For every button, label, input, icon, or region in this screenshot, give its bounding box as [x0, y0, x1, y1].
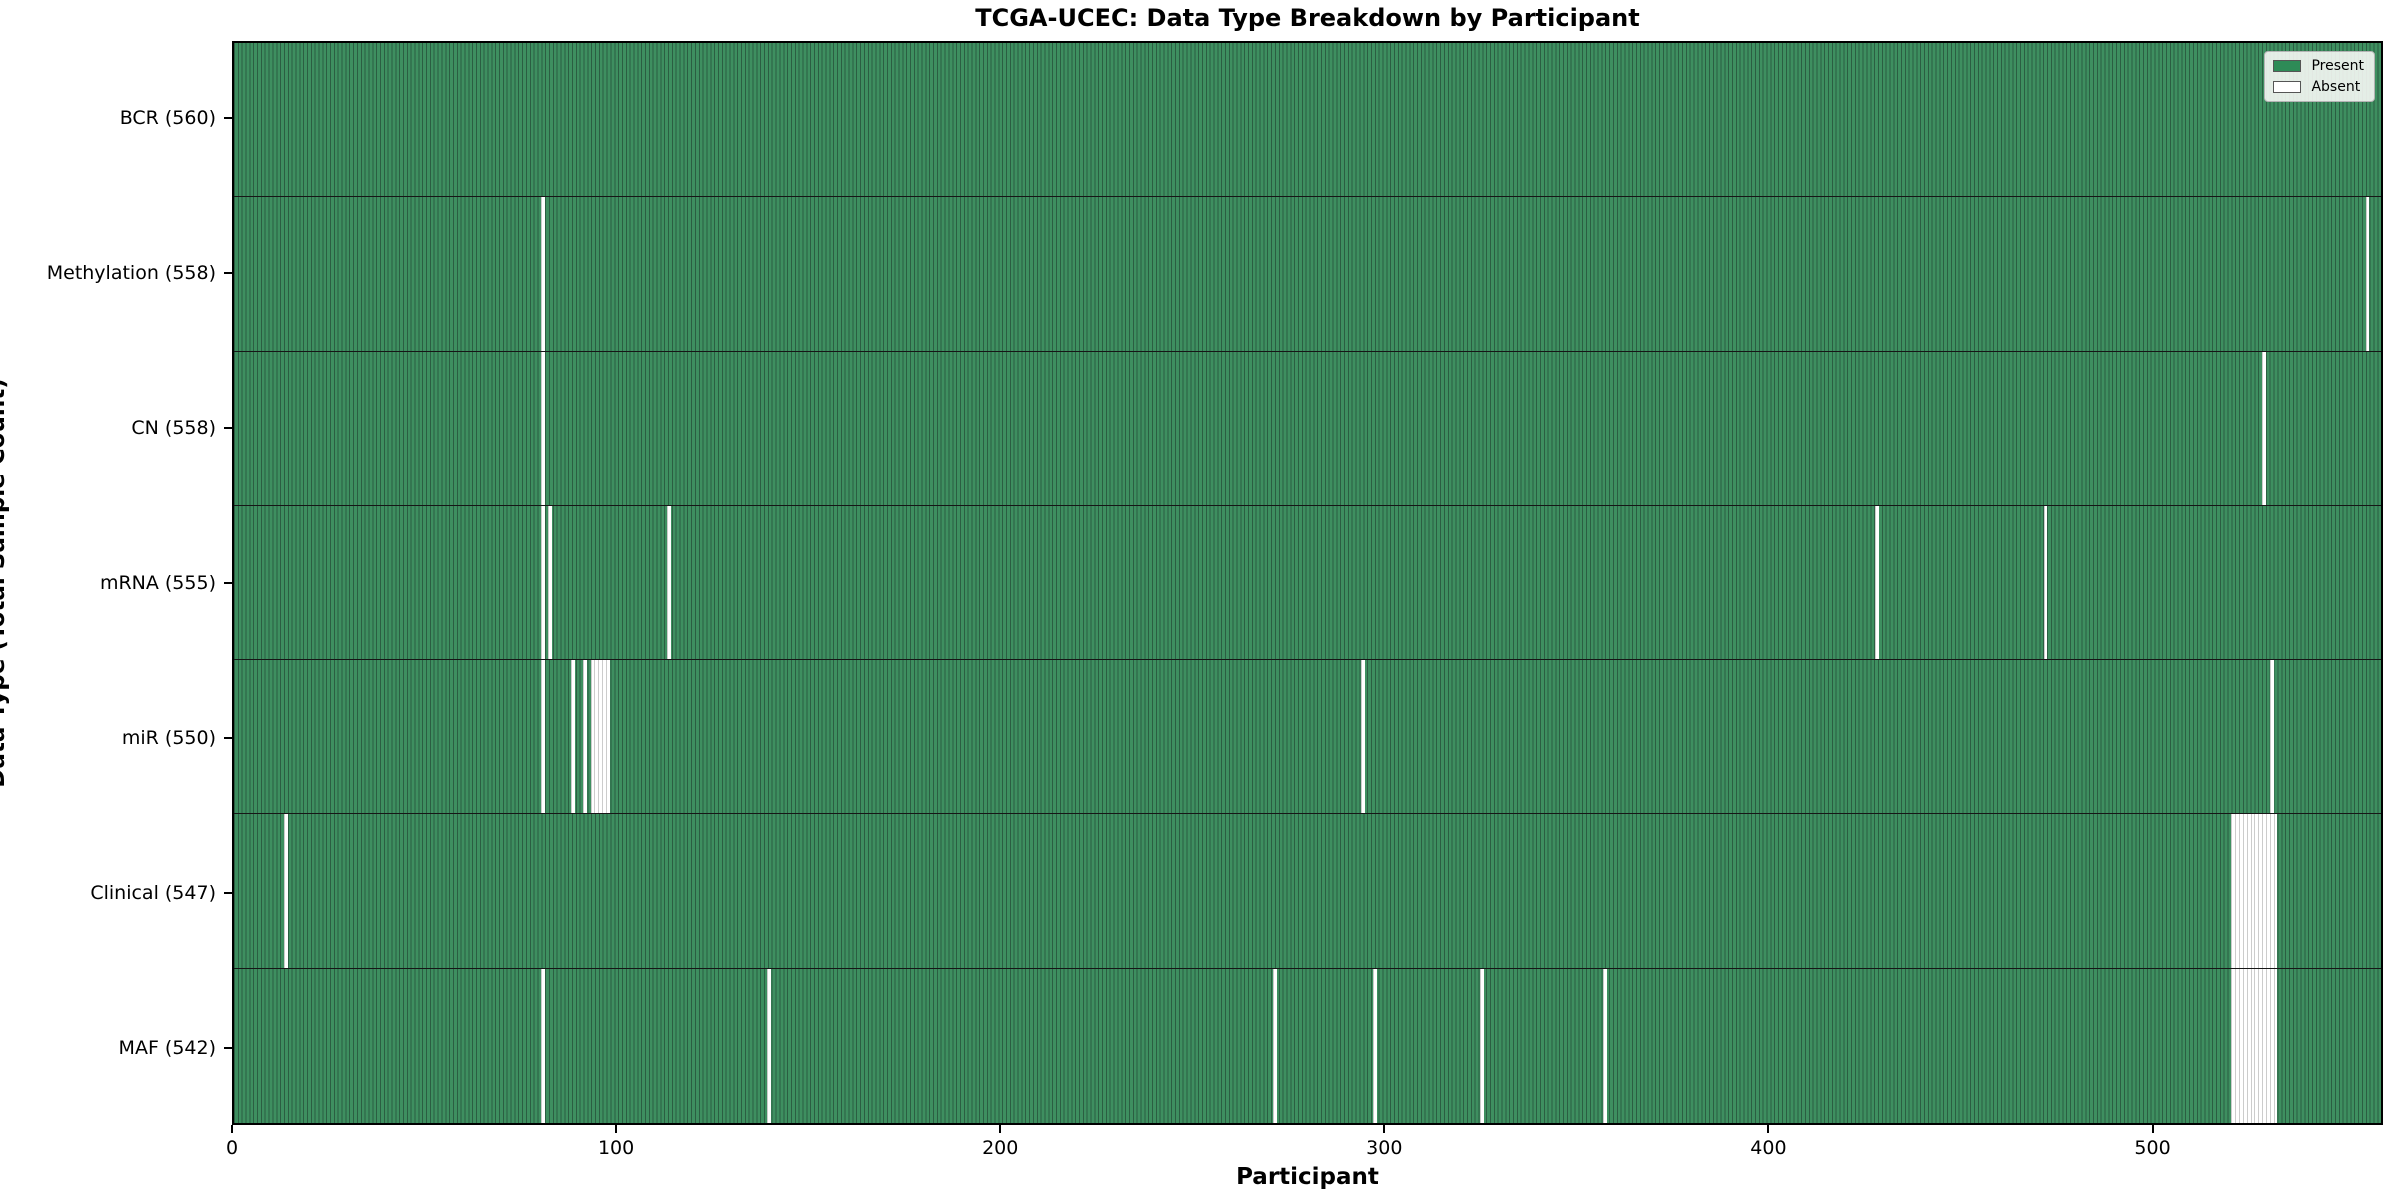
- absent-cell: [2269, 814, 2274, 968]
- y-tick-mark: [224, 427, 232, 430]
- absent-cell: [540, 968, 545, 1123]
- absent-cell: [598, 660, 603, 814]
- absent-cell: [2269, 660, 2274, 814]
- absent-cell: [571, 660, 576, 814]
- absent-cell: [2250, 968, 2255, 1123]
- absent-cell: [540, 505, 545, 660]
- absent-cell: [2231, 968, 2236, 1123]
- absent-cell: [1361, 660, 1365, 814]
- y-tick-label: miR (550): [121, 726, 216, 749]
- x-tick-mark: [1767, 1125, 1770, 1133]
- absent-cell: [2246, 814, 2251, 968]
- y-tick-mark: [224, 582, 232, 584]
- heatmap-row-mir: [234, 660, 2381, 815]
- x-tick-mark: [999, 1125, 1002, 1133]
- absent-cell: [2242, 814, 2247, 968]
- absent-cell: [2250, 814, 2255, 968]
- legend-item-present: Present: [2273, 58, 2364, 74]
- absent-cell: [594, 660, 599, 814]
- absent-cell: [2262, 814, 2266, 968]
- absent-cell: [590, 660, 595, 814]
- heatmap-row-bcr: [234, 43, 2381, 198]
- legend-item-absent: Absent: [2273, 79, 2364, 95]
- x-tick-mark: [1383, 1125, 1386, 1133]
- y-tick-label: CN (558): [131, 417, 216, 440]
- absent-cell: [540, 351, 545, 505]
- absent-cell: [548, 505, 553, 660]
- y-tick-label: Methylation (558): [46, 262, 216, 285]
- x-tick-label: 200: [982, 1137, 1019, 1159]
- absent-cell: [540, 660, 545, 814]
- absent-cell: [2265, 814, 2270, 968]
- absent-cell: [2254, 814, 2259, 968]
- absent-cell: [1480, 968, 1484, 1123]
- absent-cell: [1372, 968, 1377, 1123]
- plot-area: Present Absent: [232, 41, 2383, 1125]
- heatmap-row-methylation: [234, 197, 2381, 352]
- absent-cell: [2254, 968, 2259, 1123]
- absent-cell: [2258, 968, 2263, 1123]
- y-tick-label: Clinical (547): [90, 881, 216, 904]
- absent-cell: [2269, 968, 2274, 1123]
- x-tick-label: 100: [597, 1137, 635, 1159]
- absent-cell: [2262, 351, 2266, 505]
- y-tick-label: mRNA (555): [99, 572, 216, 594]
- x-tick-label: 400: [1750, 1137, 1787, 1159]
- absent-cell: [2265, 968, 2270, 1123]
- y-tick-label: BCR (560): [119, 107, 216, 130]
- legend-swatch-present-icon: [2273, 60, 2302, 72]
- absent-cell: [2235, 814, 2240, 968]
- x-tick-mark: [615, 1125, 618, 1133]
- chart-title: TCGA-UCEC: Data Type Breakdown by Partic…: [975, 4, 1640, 32]
- x-tick-mark: [2151, 1125, 2154, 1133]
- legend-label-absent: Absent: [2311, 79, 2361, 95]
- x-tick-label: 0: [225, 1137, 239, 1159]
- absent-cell: [2231, 814, 2236, 968]
- absent-cell: [2246, 968, 2251, 1123]
- legend-swatch-absent-icon: [2273, 81, 2302, 93]
- absent-cell: [667, 505, 672, 660]
- absent-cell: [602, 660, 606, 814]
- absent-cell: [2239, 814, 2243, 968]
- absent-cell: [1874, 505, 1879, 660]
- absent-cell: [582, 660, 587, 814]
- absent-cell: [2242, 968, 2247, 1123]
- x-tick-label: 500: [2134, 1137, 2171, 1159]
- absent-cell: [1602, 968, 1607, 1123]
- x-tick-label: 300: [1366, 1137, 1403, 1159]
- y-tick-mark: [224, 272, 232, 275]
- absent-cell: [2258, 814, 2263, 968]
- absent-cell: [283, 814, 288, 968]
- absent-cell: [605, 660, 610, 814]
- x-axis: 0 100 200 300 400 500: [226, 1125, 2383, 1175]
- absent-cell: [2043, 505, 2048, 660]
- y-tick-mark: [224, 1046, 232, 1049]
- y-tick-mark: [224, 891, 232, 894]
- heatmap-row-clinical: [234, 814, 2381, 969]
- absent-cell: [2273, 814, 2278, 968]
- absent-cell: [2262, 968, 2266, 1123]
- y-tick-label: MAF (542): [118, 1036, 216, 1059]
- absent-cell: [2273, 968, 2278, 1123]
- y-axis: BCR (560) Methylation (558) CN (558) mRNA (…: [0, 41, 232, 1125]
- absent-cell: [2239, 968, 2243, 1123]
- absent-cell: [1272, 968, 1277, 1123]
- y-tick-mark: [224, 736, 232, 739]
- absent-cell: [2365, 197, 2370, 351]
- x-axis-label: Participant: [1236, 1164, 1379, 1190]
- heatmap-row-maf: [234, 968, 2381, 1123]
- absent-cell: [766, 968, 771, 1123]
- absent-cell: [2235, 968, 2240, 1123]
- legend: Present Absent: [2264, 51, 2375, 102]
- absent-cell: [540, 197, 545, 351]
- heatmap-row-mrna: [234, 505, 2381, 661]
- heatmap-row-cn: [234, 351, 2381, 506]
- y-tick-mark: [224, 117, 232, 120]
- x-tick-mark: [231, 1125, 233, 1133]
- legend-label-present: Present: [2311, 58, 2364, 74]
